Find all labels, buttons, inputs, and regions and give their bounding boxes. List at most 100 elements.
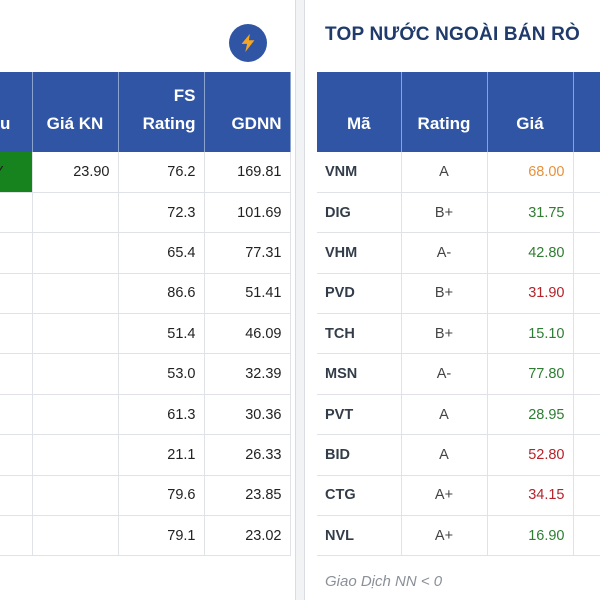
signal-cell bbox=[0, 273, 33, 315]
rating-cell: A bbox=[401, 152, 488, 193]
table-row[interactable]: VHM A- 42.80 bbox=[317, 232, 600, 274]
price-cell: 31.90 bbox=[487, 273, 574, 315]
table-header-row: Mã Rating Giá bbox=[317, 72, 600, 152]
signal-cell bbox=[0, 394, 33, 436]
price-cell: 28.95 bbox=[487, 394, 574, 436]
fs-rating-cell: 53.0 bbox=[118, 353, 205, 395]
buy-table-body: Y23.9076.2169.8172.3101.6965.477.3186.65… bbox=[0, 152, 291, 557]
gdnn-cell: 51.41 bbox=[204, 273, 291, 315]
price-cell: 34.15 bbox=[487, 475, 574, 517]
extra-cell bbox=[573, 353, 600, 395]
gia-kn-cell bbox=[32, 394, 119, 436]
table-row[interactable]: DIG B+ 31.75 bbox=[317, 192, 600, 234]
rating-cell: A bbox=[401, 434, 488, 476]
table-row[interactable]: PVT A 28.95 bbox=[317, 394, 600, 436]
extra-cell bbox=[573, 232, 600, 274]
table-row[interactable]: 79.1 23.02 bbox=[0, 515, 291, 557]
rating-cell: B+ bbox=[401, 273, 488, 315]
left-panel: u Giá KN FS Rating GDNN Y23.9076.2169.81… bbox=[0, 0, 296, 600]
stock-code-cell[interactable]: PVD bbox=[317, 273, 402, 315]
stock-code-cell[interactable]: VHM bbox=[317, 232, 402, 274]
fs-rating-line1: FS bbox=[173, 86, 196, 105]
table-row[interactable]: 21.1 26.33 bbox=[0, 434, 291, 476]
gdnn-cell: 26.33 bbox=[204, 434, 291, 476]
signal-cell bbox=[0, 434, 33, 476]
gia-kn-cell bbox=[32, 313, 119, 355]
gdnn-cell: 46.09 bbox=[204, 313, 291, 355]
fs-rating-cell: 61.3 bbox=[118, 394, 205, 436]
extra-cell bbox=[573, 394, 600, 436]
gia-kn-cell bbox=[32, 475, 119, 517]
column-header-rating[interactable]: Rating bbox=[401, 72, 488, 152]
fs-rating-cell: 65.4 bbox=[118, 232, 205, 274]
table-row[interactable]: TCH B+ 15.10 bbox=[317, 313, 600, 355]
stock-code-cell[interactable]: VNM bbox=[317, 152, 402, 193]
column-header-extra[interactable] bbox=[573, 72, 600, 152]
gdnn-cell: 23.02 bbox=[204, 515, 291, 557]
signal-cell bbox=[0, 475, 33, 517]
fs-rating-cell: 86.6 bbox=[118, 273, 205, 315]
gia-kn-cell bbox=[32, 353, 119, 395]
signal-cell: Y bbox=[0, 152, 33, 193]
price-cell: 52.80 bbox=[487, 434, 574, 476]
extra-cell bbox=[573, 475, 600, 517]
table-row[interactable]: MSN A- 77.80 bbox=[317, 353, 600, 395]
right-panel: TOP NƯỚC NGOÀI BÁN RÒ Mã Rating Giá VNM A… bbox=[304, 0, 600, 600]
fs-rating-cell: 51.4 bbox=[118, 313, 205, 355]
gdnn-cell: 23.85 bbox=[204, 475, 291, 517]
gdnn-cell: 169.81 bbox=[204, 152, 291, 193]
column-header-gia[interactable]: Giá bbox=[487, 72, 574, 152]
price-cell: 68.00 bbox=[487, 152, 574, 193]
stock-code-cell[interactable]: MSN bbox=[317, 353, 402, 395]
table-row[interactable]: NVL A+ 16.90 bbox=[317, 515, 600, 557]
table-row[interactable]: 72.3 101.69 bbox=[0, 192, 291, 234]
column-header-ma[interactable]: Mã bbox=[317, 72, 402, 152]
sell-table: Mã Rating Giá VNM A 68.00 DIG B+ 31.75 VHM A- 42… bbox=[317, 72, 600, 557]
price-cell: 15.10 bbox=[487, 313, 574, 355]
column-header-stub[interactable]: u bbox=[0, 72, 33, 152]
stock-code-cell[interactable]: CTG bbox=[317, 475, 402, 517]
rating-cell: A- bbox=[401, 232, 488, 274]
table-row[interactable]: PVD B+ 31.90 bbox=[317, 273, 600, 315]
table-row[interactable]: CTG A+ 34.15 bbox=[317, 475, 600, 517]
extra-cell bbox=[573, 313, 600, 355]
table-row[interactable]: 65.4 77.31 bbox=[0, 232, 291, 274]
gdnn-cell: 32.39 bbox=[204, 353, 291, 395]
extra-cell bbox=[573, 273, 600, 315]
fs-rating-cell: 72.3 bbox=[118, 192, 205, 234]
table-row[interactable]: 61.3 30.36 bbox=[0, 394, 291, 436]
fs-rating-cell: 79.1 bbox=[118, 515, 205, 557]
table-row[interactable]: 79.6 23.85 bbox=[0, 475, 291, 517]
lightning-bolt-icon[interactable] bbox=[229, 24, 267, 62]
column-header-gia-kn[interactable]: Giá KN bbox=[32, 72, 119, 152]
table-row[interactable]: VNM A 68.00 bbox=[317, 152, 600, 193]
gia-kn-cell: 23.90 bbox=[32, 152, 119, 193]
column-header-gdnn[interactable]: GDNN bbox=[204, 72, 291, 152]
stock-code-cell[interactable]: NVL bbox=[317, 515, 402, 557]
stock-code-cell[interactable]: PVT bbox=[317, 394, 402, 436]
rating-cell: A bbox=[401, 394, 488, 436]
stock-code-cell[interactable]: BID bbox=[317, 434, 402, 476]
signal-cell bbox=[0, 192, 33, 234]
stock-code-cell[interactable]: DIG bbox=[317, 192, 402, 234]
fs-rating-line2: Rating bbox=[142, 114, 196, 133]
rating-cell: A- bbox=[401, 353, 488, 395]
panel-title: TOP NƯỚC NGOÀI BÁN RÒ bbox=[325, 24, 581, 45]
table-row[interactable]: 51.4 46.09 bbox=[0, 313, 291, 355]
signal-cell bbox=[0, 353, 33, 395]
table-row[interactable]: 86.6 51.41 bbox=[0, 273, 291, 315]
extra-cell bbox=[573, 152, 600, 193]
gia-kn-cell bbox=[32, 232, 119, 274]
price-cell: 31.75 bbox=[487, 192, 574, 234]
rating-cell: B+ bbox=[401, 192, 488, 234]
buy-table: u Giá KN FS Rating GDNN Y23.9076.2169.81… bbox=[0, 72, 291, 557]
gdnn-cell: 77.31 bbox=[204, 232, 291, 274]
table-row[interactable]: BID A 52.80 bbox=[317, 434, 600, 476]
rating-cell: A+ bbox=[401, 475, 488, 517]
stock-code-cell[interactable]: TCH bbox=[317, 313, 402, 355]
gdnn-cell: 30.36 bbox=[204, 394, 291, 436]
table-row[interactable]: 53.0 32.39 bbox=[0, 353, 291, 395]
fs-rating-cell: 21.1 bbox=[118, 434, 205, 476]
column-header-fs-rating[interactable]: FS Rating bbox=[118, 72, 205, 152]
